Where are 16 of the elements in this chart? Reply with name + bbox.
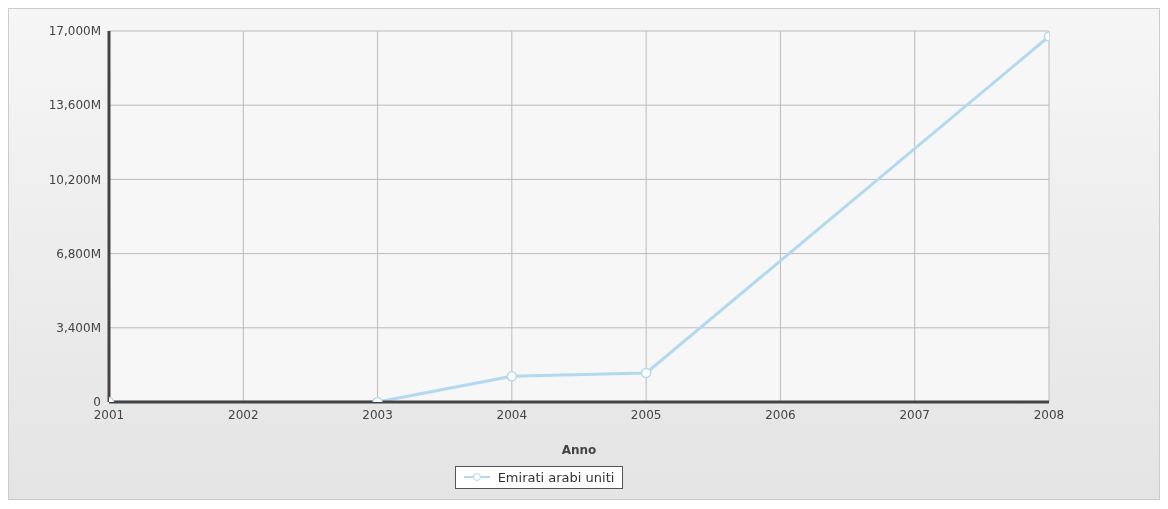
y-tick-label: 10,200M: [48, 172, 101, 187]
x-tick-label: 2007: [899, 407, 930, 422]
x-tick-label: 2003: [362, 407, 393, 422]
y-tick-label: 13,600M: [48, 98, 101, 113]
x-tick-label: 2008: [1033, 407, 1065, 422]
x-tick-label: 2006: [765, 407, 796, 422]
x-axis-title: Anno: [561, 443, 597, 457]
y-tick-label: 17,000M: [48, 24, 101, 39]
y-tick-label: 6,800M: [56, 246, 101, 261]
x-tick-label: 2005: [630, 407, 662, 422]
x-tick-label: 2001: [93, 407, 125, 422]
y-tick-label: 3,400M: [56, 321, 101, 336]
legend-label: Emirati arabi uniti: [496, 470, 615, 485]
y-tick-label: 0: [93, 395, 101, 410]
x-tick-label: 2004: [496, 407, 528, 422]
x-tick-label: 2002: [228, 407, 259, 422]
